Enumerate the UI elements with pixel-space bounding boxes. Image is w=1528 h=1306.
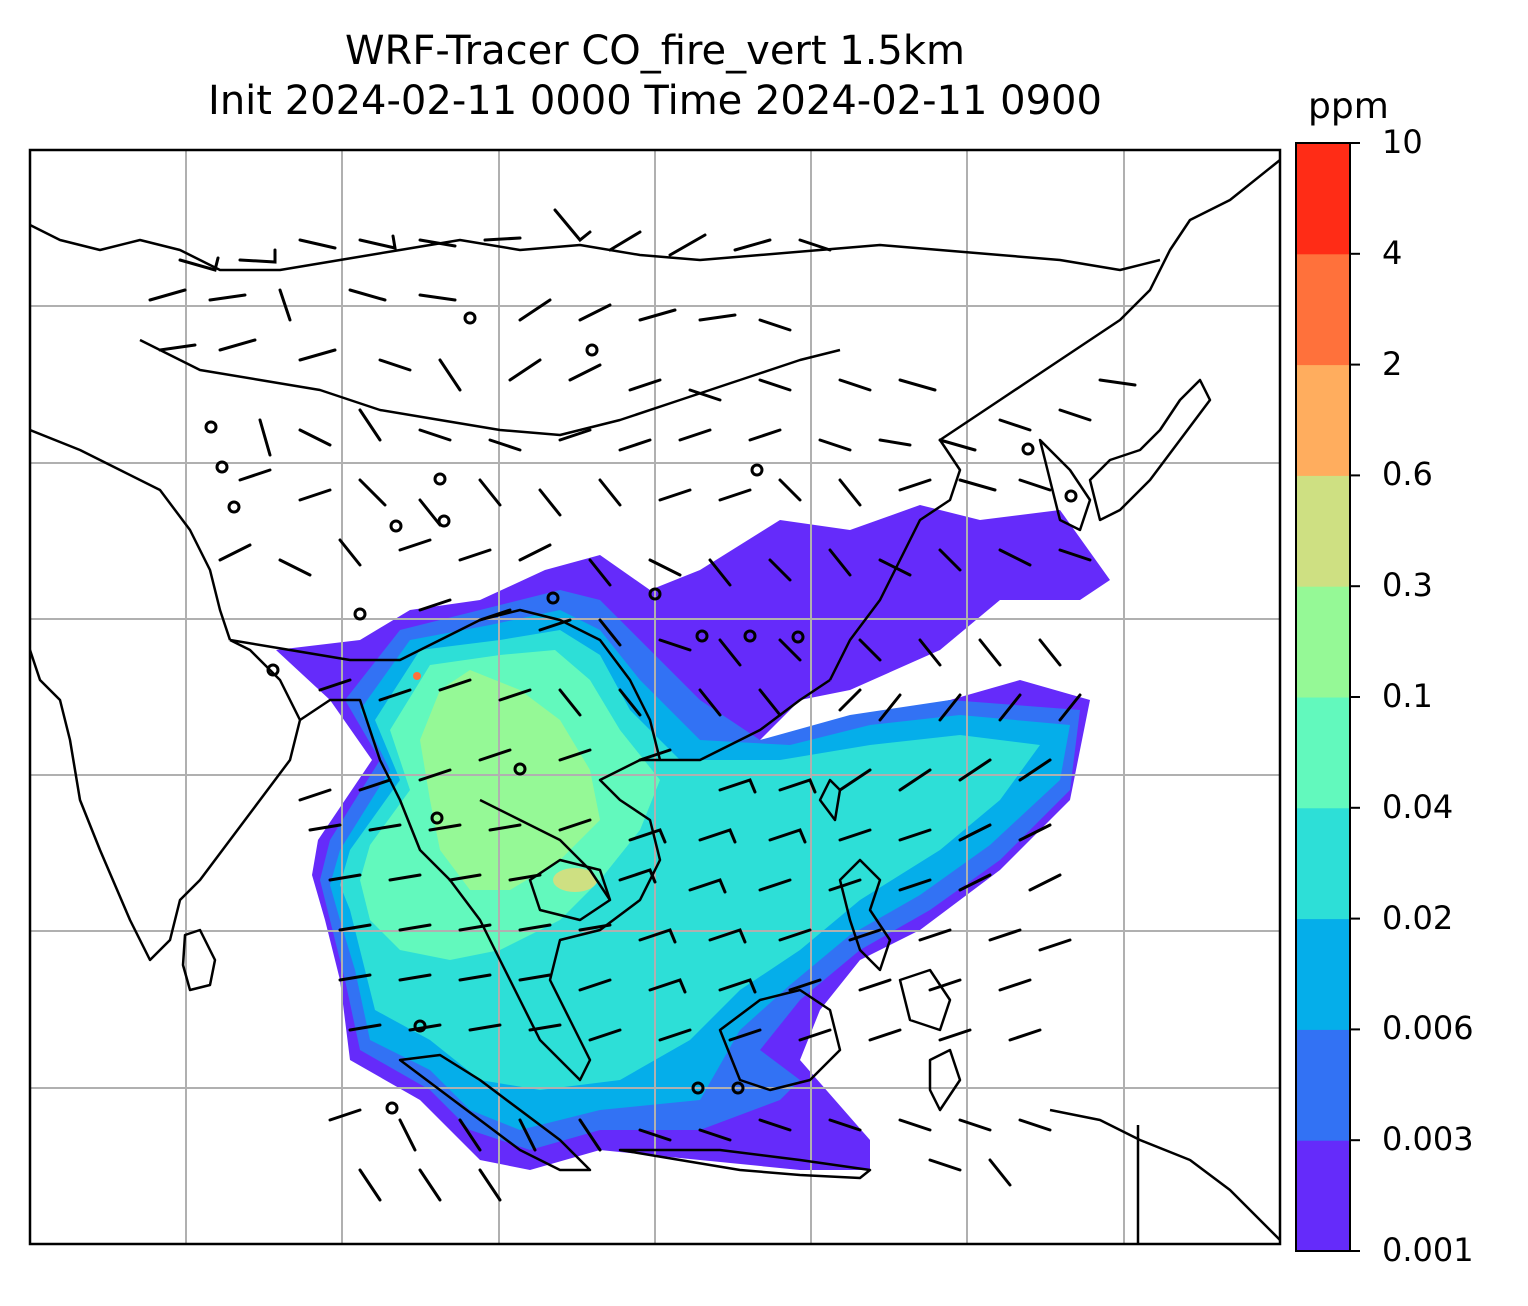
colorbar-tick-label: 10	[1382, 123, 1423, 161]
japan	[1088, 378, 1212, 522]
india-coast	[30, 638, 302, 962]
philippines	[838, 858, 952, 1032]
colorbar-band	[1296, 918, 1350, 1030]
colorbar	[1296, 143, 1350, 1252]
korea	[1038, 438, 1092, 532]
colorbar-band	[1296, 143, 1350, 255]
tracer-plume	[276, 505, 1110, 1170]
colorbar-band	[1296, 475, 1350, 587]
plume-hotspot	[553, 868, 597, 892]
sulawesi	[928, 1048, 962, 1112]
colorbar-tick-marks	[1350, 142, 1360, 1252]
colorbar-tick-label: 0.6	[1382, 455, 1433, 494]
map-frame	[28, 148, 1282, 1246]
border-mongolia	[139, 338, 841, 437]
map-area	[30, 150, 1280, 1244]
plume-hotspot-small	[413, 672, 421, 680]
colorbar-tick-label: 0.003	[1382, 1120, 1474, 1159]
colorbar-tick-label: 0.001	[1382, 1231, 1474, 1269]
colorbar-band	[1296, 253, 1350, 366]
colorbar-tick-label: 0.3	[1382, 566, 1433, 605]
plume-level-6	[420, 670, 600, 890]
colorbar-band	[1296, 807, 1350, 920]
colorbar-tick-label: 0.1	[1382, 677, 1433, 715]
title-line-1: WRF-Tracer CO_fire_vert 1.5km	[344, 28, 966, 74]
colorbar-tick-label: 0.006	[1382, 1009, 1474, 1048]
border-cambodia	[528, 858, 612, 922]
colorbar-tick-label: 0.02	[1382, 898, 1454, 937]
colorbar-band	[1296, 697, 1350, 809]
colorbar-tick-label: 2	[1382, 344, 1403, 383]
border-himalaya	[229, 608, 662, 761]
colorbar-tick-label: 4	[1382, 233, 1403, 272]
new-guinea	[1049, 1108, 1280, 1241]
colorbar-band	[1296, 1140, 1350, 1252]
indochina-coast	[299, 678, 831, 1082]
map-title: WRF-Tracer CO_fire_vert 1.5km Init 2024-…	[30, 26, 1280, 126]
sri-lanka	[181, 928, 217, 992]
border-china-north	[30, 223, 1161, 272]
colorbar-band	[1296, 586, 1350, 698]
borneo	[718, 988, 842, 1092]
border-central	[30, 428, 232, 641]
border-laos	[479, 798, 612, 901]
java	[618, 1148, 872, 1180]
colorbar-units: ppm	[1308, 86, 1389, 127]
colorbar-tick-label: 0.04	[1382, 787, 1454, 826]
calm-wind-markers	[204, 311, 1078, 1115]
colorbar-band	[1296, 364, 1350, 476]
title-line-2: Init 2024-02-11 0000 Time 2024-02-11 090…	[208, 78, 1102, 124]
wind-barbs	[148, 208, 1137, 1202]
china-coast	[828, 159, 1280, 681]
sumatra	[398, 1053, 592, 1172]
colorbar-band	[1296, 1029, 1350, 1141]
coastlines	[30, 159, 1280, 1244]
gridlines	[30, 150, 1280, 1244]
